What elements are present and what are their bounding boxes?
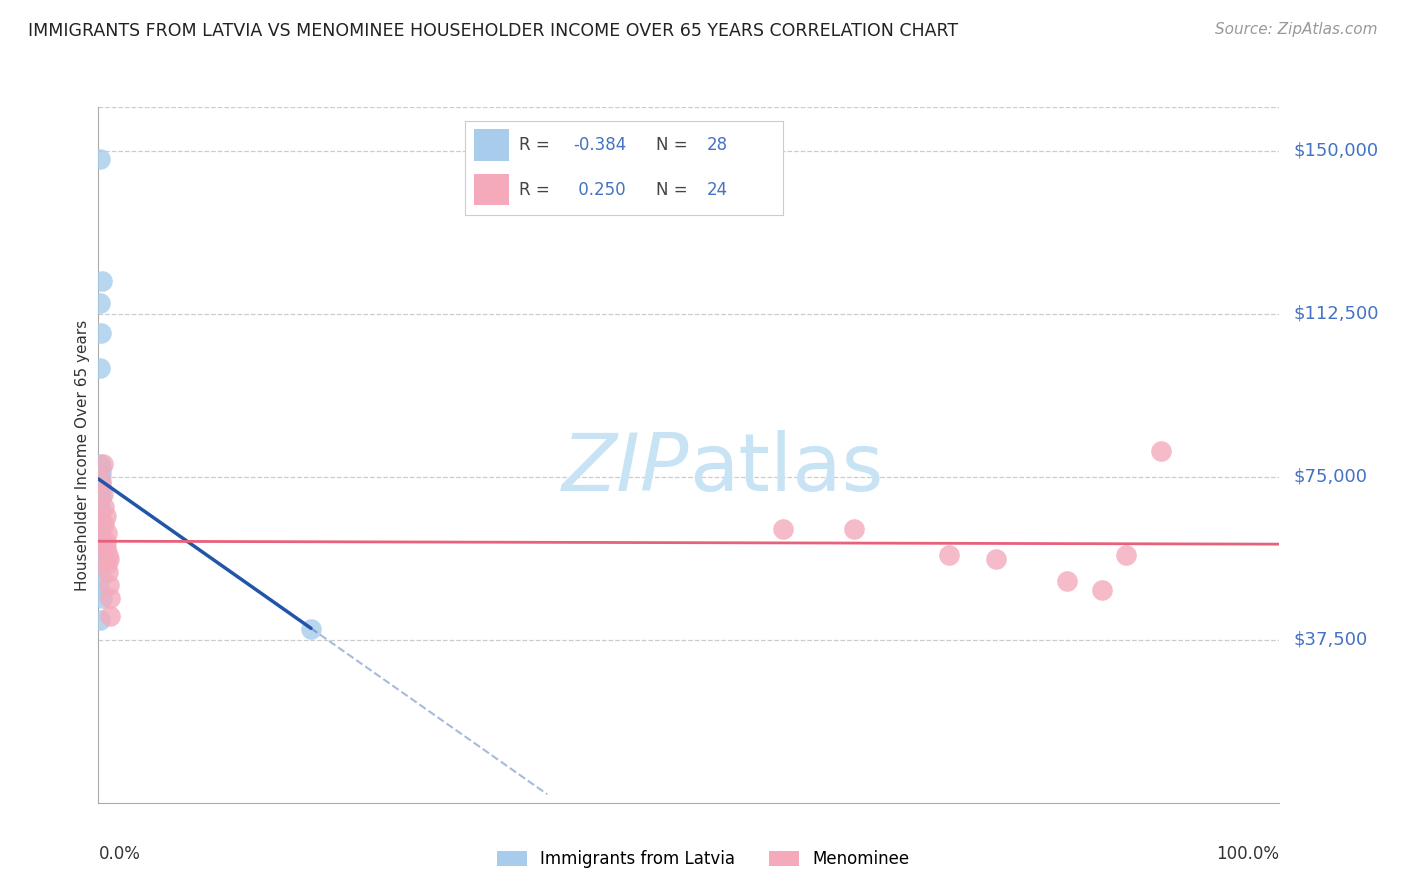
Point [844,522,866,536]
Point [94,508,117,523]
Text: 0.0%: 0.0% [98,845,141,863]
Text: IMMIGRANTS FROM LATVIA VS MENOMINEE HOUSEHOLDER INCOME OVER 65 YEARS CORRELATION: IMMIGRANTS FROM LATVIA VS MENOMINEE HOUS… [28,22,959,40]
Point [89,466,111,480]
Point [89,500,111,514]
Point [90,474,112,488]
Point [1056,574,1078,588]
Text: $150,000: $150,000 [1294,142,1378,160]
Point [90,535,112,549]
Y-axis label: Householder Income Over 65 years: Householder Income Over 65 years [75,319,90,591]
Point [98,552,121,566]
Point [1091,582,1114,597]
Point [97,548,120,562]
Point [98,608,121,623]
Point [97,566,120,580]
Point [89,548,111,562]
Point [90,570,112,584]
Point [89,539,111,553]
Point [89,582,111,597]
Point [91,591,114,606]
Text: Source: ZipAtlas.com: Source: ZipAtlas.com [1215,22,1378,37]
Point [89,474,111,488]
Point [772,522,794,536]
Point [91,487,114,501]
Text: $37,500: $37,500 [1294,631,1368,648]
Point [1150,443,1173,458]
Point [1115,548,1137,562]
Point [90,461,112,475]
Point [89,613,111,627]
Point [89,152,111,166]
Point [89,361,111,376]
Point [89,457,111,471]
Point [89,526,111,541]
Point [984,552,1007,566]
Point [90,513,112,527]
Legend: Immigrants from Latvia, Menominee: Immigrants from Latvia, Menominee [491,844,915,875]
Point [89,487,111,501]
Text: $112,500: $112,500 [1294,304,1379,323]
Point [98,591,121,606]
Point [93,500,115,514]
Point [96,557,118,571]
Point [89,504,111,518]
Point [90,483,112,497]
Point [90,467,112,482]
Point [299,622,322,636]
Point [91,457,114,471]
Point [94,541,117,556]
Point [89,522,111,536]
Point [96,526,118,541]
Text: atlas: atlas [689,430,883,508]
Point [89,295,111,310]
Point [90,491,112,506]
Point [90,326,112,341]
Point [93,517,115,532]
Text: 100.0%: 100.0% [1216,845,1279,863]
Point [94,535,117,549]
Text: $75,000: $75,000 [1294,467,1368,485]
Point [98,578,121,592]
Point [91,274,114,288]
Point [89,557,111,571]
Point [938,548,960,562]
Point [90,478,112,492]
Text: ZIP: ZIP [561,430,689,508]
